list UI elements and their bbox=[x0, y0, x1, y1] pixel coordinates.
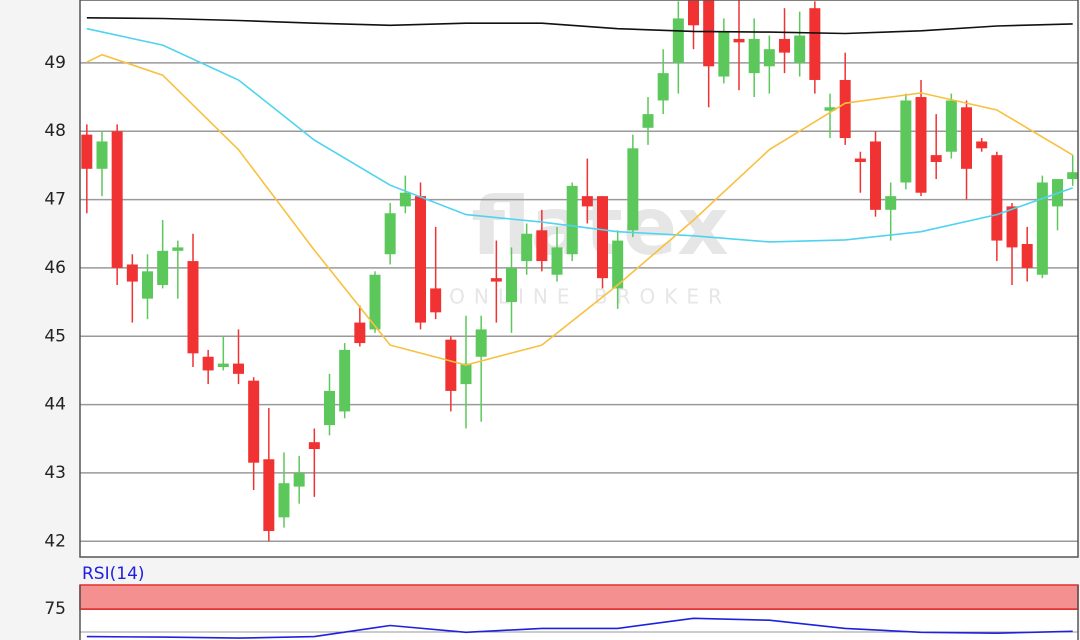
candle-body bbox=[460, 363, 472, 385]
candle-body bbox=[1021, 243, 1033, 268]
candle-body bbox=[339, 349, 351, 412]
candle-body bbox=[672, 18, 684, 63]
candle-body bbox=[157, 250, 169, 285]
candle-body bbox=[202, 356, 214, 371]
candle-body bbox=[809, 8, 821, 80]
candle-body bbox=[612, 240, 624, 289]
candle-body bbox=[172, 247, 184, 251]
y-tick-label: 44 bbox=[44, 395, 66, 415]
candle-body bbox=[141, 271, 153, 299]
y-tick-label: 48 bbox=[44, 121, 66, 141]
y-tick-label: 47 bbox=[44, 190, 66, 210]
candle-body bbox=[976, 141, 988, 149]
candle-body bbox=[187, 261, 199, 354]
candle-body bbox=[232, 363, 244, 374]
candle-body bbox=[308, 442, 320, 450]
candle-body bbox=[748, 38, 760, 74]
candle-body bbox=[217, 363, 229, 368]
candle-body bbox=[369, 274, 381, 330]
plot-border bbox=[79, 0, 1079, 558]
candle-body bbox=[703, 0, 715, 67]
candle-body bbox=[854, 158, 866, 162]
watermark-sub: ONLINE BROKER bbox=[449, 285, 731, 309]
rsi-title: RSI(14) bbox=[82, 564, 145, 584]
y-tick-label: 46 bbox=[44, 258, 66, 278]
moving-average bbox=[86, 27, 1073, 243]
candle-body bbox=[111, 131, 123, 268]
candle-body bbox=[1067, 172, 1079, 180]
candle-body bbox=[475, 329, 487, 357]
candle-body bbox=[961, 107, 973, 169]
candle-body bbox=[324, 390, 335, 426]
rsi-band bbox=[79, 584, 1079, 610]
candle-body bbox=[384, 213, 396, 255]
candle-body bbox=[551, 247, 563, 275]
candle-body bbox=[779, 38, 791, 53]
candle-body bbox=[293, 472, 305, 487]
candle-body bbox=[627, 148, 639, 231]
candle-body bbox=[718, 32, 730, 77]
candle-body bbox=[81, 134, 93, 169]
candle-body bbox=[566, 185, 578, 255]
candle-body bbox=[915, 97, 927, 193]
candle-body bbox=[521, 233, 533, 262]
candle-body bbox=[885, 196, 897, 210]
y-tick-label: 45 bbox=[44, 326, 66, 346]
candle-body bbox=[597, 196, 609, 279]
candle-body bbox=[96, 141, 108, 169]
moving-average bbox=[86, 17, 1073, 35]
candle-body bbox=[870, 141, 882, 210]
candle-body bbox=[642, 114, 654, 128]
y-tick-label: 75 bbox=[44, 599, 66, 619]
moving-average bbox=[86, 53, 1074, 366]
candle-body bbox=[794, 35, 806, 63]
candle-body bbox=[445, 339, 457, 391]
candle-body bbox=[263, 459, 275, 532]
candle-body bbox=[839, 79, 851, 139]
candle-body bbox=[1036, 182, 1048, 275]
candle-body bbox=[430, 288, 442, 313]
candle-body bbox=[657, 73, 669, 101]
candle-body bbox=[415, 196, 427, 323]
rsi-line bbox=[86, 617, 1073, 639]
candle-body bbox=[581, 196, 593, 207]
candle-body bbox=[930, 155, 942, 162]
candle-body bbox=[824, 107, 836, 111]
candle-body bbox=[900, 100, 912, 183]
candle-body bbox=[991, 155, 1003, 241]
candle-body bbox=[248, 380, 260, 463]
y-tick-label: 49 bbox=[44, 53, 66, 73]
candle-body bbox=[536, 230, 548, 262]
candle-body bbox=[354, 322, 366, 344]
candle-body bbox=[506, 267, 518, 303]
candle-body bbox=[126, 264, 138, 282]
candle-body bbox=[763, 49, 775, 67]
candle-body bbox=[278, 483, 290, 518]
y-tick-label: 42 bbox=[44, 531, 66, 551]
candle-body bbox=[688, 0, 700, 26]
plot-area bbox=[80, 0, 1078, 557]
candle-body bbox=[733, 38, 745, 43]
candle-body bbox=[945, 100, 957, 152]
candle-body bbox=[490, 278, 502, 282]
candle-body bbox=[1006, 206, 1018, 248]
candle-body bbox=[399, 192, 411, 207]
y-tick-label: 43 bbox=[44, 463, 66, 483]
